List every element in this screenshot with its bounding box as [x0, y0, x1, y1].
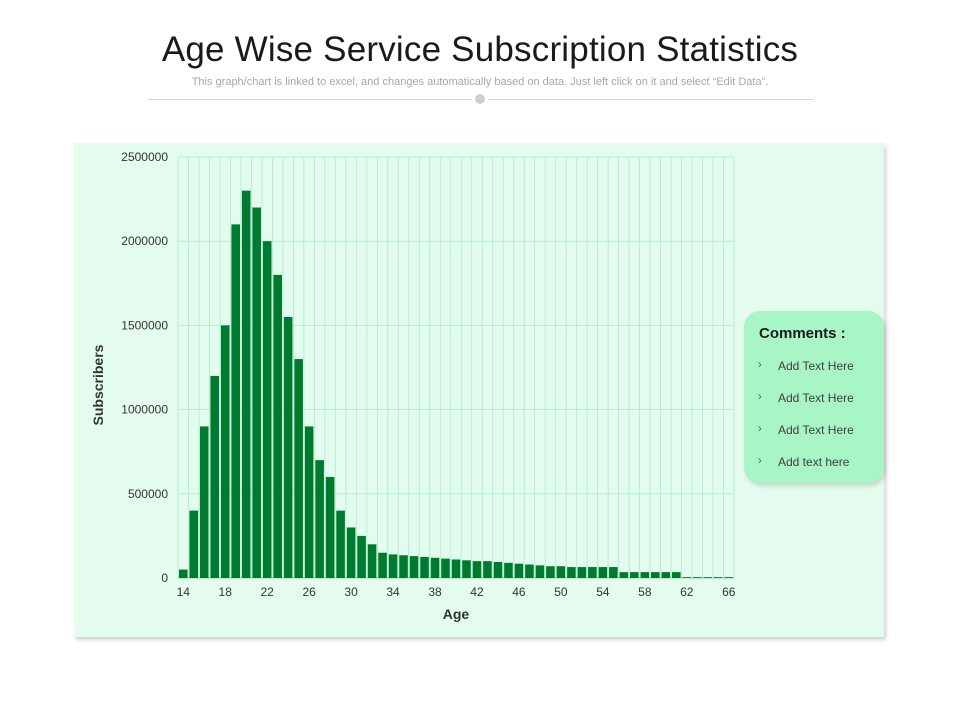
- x-tick-label: 66: [722, 585, 736, 599]
- bar: [451, 559, 461, 578]
- bar: [651, 572, 660, 578]
- bar: [199, 426, 209, 578]
- bar: [640, 572, 650, 578]
- x-tick-label: 42: [470, 585, 484, 599]
- page-subtitle: This graph/chart is linked to excel, and…: [191, 76, 769, 88]
- bar: [546, 566, 555, 578]
- bar: [504, 562, 513, 578]
- bar: [262, 241, 272, 578]
- y-tick-label: 2500000: [121, 150, 168, 164]
- bar: [472, 561, 482, 578]
- y-tick-label: 2000000: [121, 234, 168, 248]
- y-tick-label: 0: [161, 571, 168, 585]
- comment-text: Add Text Here: [778, 423, 854, 437]
- bar: [430, 557, 440, 578]
- bar: [692, 577, 702, 578]
- chevron-right-icon: ›: [758, 359, 762, 371]
- title-divider-dot: [475, 94, 485, 104]
- title-divider-left: [148, 99, 472, 100]
- x-tick-label: 50: [554, 585, 568, 599]
- comment-text: Add Text Here: [778, 359, 854, 373]
- bar: [441, 558, 450, 578]
- bar: [483, 561, 492, 578]
- bar: [241, 190, 251, 578]
- bar: [315, 460, 324, 578]
- bar: [514, 563, 524, 578]
- chevron-right-icon: ›: [758, 455, 762, 467]
- comment-text: Add Text Here: [778, 391, 854, 405]
- bar: [294, 359, 303, 578]
- y-tick-label: 1000000: [121, 403, 168, 417]
- bar: [189, 510, 199, 578]
- title-divider-right: [488, 99, 814, 100]
- y-tick-label: 500000: [128, 487, 168, 501]
- bar: [462, 560, 471, 578]
- bar: [588, 567, 597, 578]
- x-tick-label: 30: [344, 585, 358, 599]
- bar: [325, 476, 335, 578]
- bar: [713, 577, 723, 578]
- bar: [367, 544, 377, 578]
- x-tick-label: 62: [680, 585, 694, 599]
- comments-box: Comments : › Add Text Here › Add Text Here…: [744, 311, 884, 483]
- bar: [567, 567, 576, 578]
- comment-item: › Add Text Here: [758, 391, 854, 423]
- x-tick-label: 34: [386, 585, 400, 599]
- bar: [378, 552, 387, 578]
- chevron-right-icon: ›: [758, 423, 762, 435]
- x-tick-label: 46: [512, 585, 526, 599]
- bar: [388, 554, 398, 578]
- bar: [598, 567, 608, 578]
- x-tick-label: 18: [219, 585, 233, 599]
- page-title: Age Wise Service Subscription Statistics: [161, 30, 799, 69]
- bar: [661, 572, 671, 578]
- bar: [283, 316, 293, 578]
- comments-list: › Add Text Here › Add Text Here › Add Text …: [758, 359, 854, 487]
- bar: [336, 510, 345, 578]
- x-tick-label: 58: [638, 585, 652, 599]
- bar: [409, 556, 419, 578]
- bar: [724, 577, 734, 578]
- bar: [231, 224, 240, 579]
- bar: [210, 375, 220, 578]
- bar: [178, 569, 188, 578]
- x-tick-label: 14: [177, 585, 191, 599]
- bar: [672, 572, 681, 578]
- bar: [273, 274, 282, 578]
- bar: [346, 527, 356, 578]
- bar: [493, 562, 503, 578]
- x-tick-label: 26: [302, 585, 316, 599]
- bar: [577, 567, 587, 578]
- bar: [420, 556, 429, 578]
- x-axis-title: Age: [443, 606, 470, 622]
- bar: [619, 572, 629, 578]
- comment-text: Add text here: [778, 455, 850, 469]
- bar: [399, 555, 408, 578]
- x-tick-label: 54: [596, 585, 610, 599]
- bar: [556, 566, 566, 578]
- bar: [703, 577, 713, 578]
- bar: [682, 577, 692, 578]
- chevron-right-icon: ›: [758, 391, 762, 403]
- bar: [630, 572, 639, 578]
- y-tick-label: 1500000: [121, 318, 168, 332]
- bar: [220, 325, 230, 578]
- bar: [357, 535, 366, 578]
- bar: [535, 565, 545, 578]
- bar: [304, 426, 314, 578]
- comment-item: › Add text here: [758, 455, 854, 487]
- y-axis-title: Subscribers: [90, 344, 106, 425]
- bar: [609, 567, 618, 578]
- comment-item: › Add Text Here: [758, 423, 854, 455]
- comments-title: Comments :: [759, 325, 846, 342]
- bar: [252, 207, 261, 578]
- x-tick-label: 22: [260, 585, 274, 599]
- x-tick-label: 38: [428, 585, 442, 599]
- bar: [525, 564, 534, 578]
- comment-item: › Add Text Here: [758, 359, 854, 391]
